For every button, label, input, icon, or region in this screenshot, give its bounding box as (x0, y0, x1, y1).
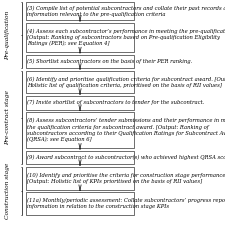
Bar (26, 96, 134, 110)
Bar (26, 167, 134, 189)
Text: Pre-contract stage: Pre-contract stage (5, 90, 10, 145)
Bar (26, 2, 134, 20)
Bar (26, 55, 134, 68)
Bar (26, 112, 134, 148)
Text: (7) Invite shortlist of subcontractors to tender for the subcontract.: (7) Invite shortlist of subcontractors t… (27, 100, 205, 106)
Text: (11a) Monthly/periodic assessment: Collate subcontractors’ progress reports and
: (11a) Monthly/periodic assessment: Colla… (27, 198, 225, 209)
Bar (26, 151, 134, 164)
Text: (4) Assess each subcontractor’s performance in meeting the pre-qualification cri: (4) Assess each subcontractor’s performa… (27, 28, 225, 46)
Text: (9) Award subcontract to subcontractor(s) who achieved highest QRSA scores.: (9) Award subcontract to subcontractor(s… (27, 155, 225, 160)
Text: Pre-qualification: Pre-qualification (5, 11, 10, 60)
Text: (10) Identify and prioritise the criteria for construction stage performance.
[O: (10) Identify and prioritise the criteri… (27, 173, 225, 184)
Text: (6) Identify and prioritise qualification criteria for subcontract award. [Outpu: (6) Identify and prioritise qualificatio… (27, 76, 225, 88)
Text: (3) Compile list of potential subcontractors and collate their past records and
: (3) Compile list of potential subcontrac… (27, 5, 225, 17)
Bar (26, 192, 134, 215)
Bar (26, 23, 134, 52)
Bar (26, 71, 134, 93)
Text: Construction stage: Construction stage (5, 163, 10, 219)
Text: (8) Assess subcontractors’ tender submissions and their performance in meeting
t: (8) Assess subcontractors’ tender submis… (27, 118, 225, 142)
Text: (5) Shortlist subcontractors on the basis of their PER ranking.: (5) Shortlist subcontractors on the basi… (27, 59, 193, 64)
